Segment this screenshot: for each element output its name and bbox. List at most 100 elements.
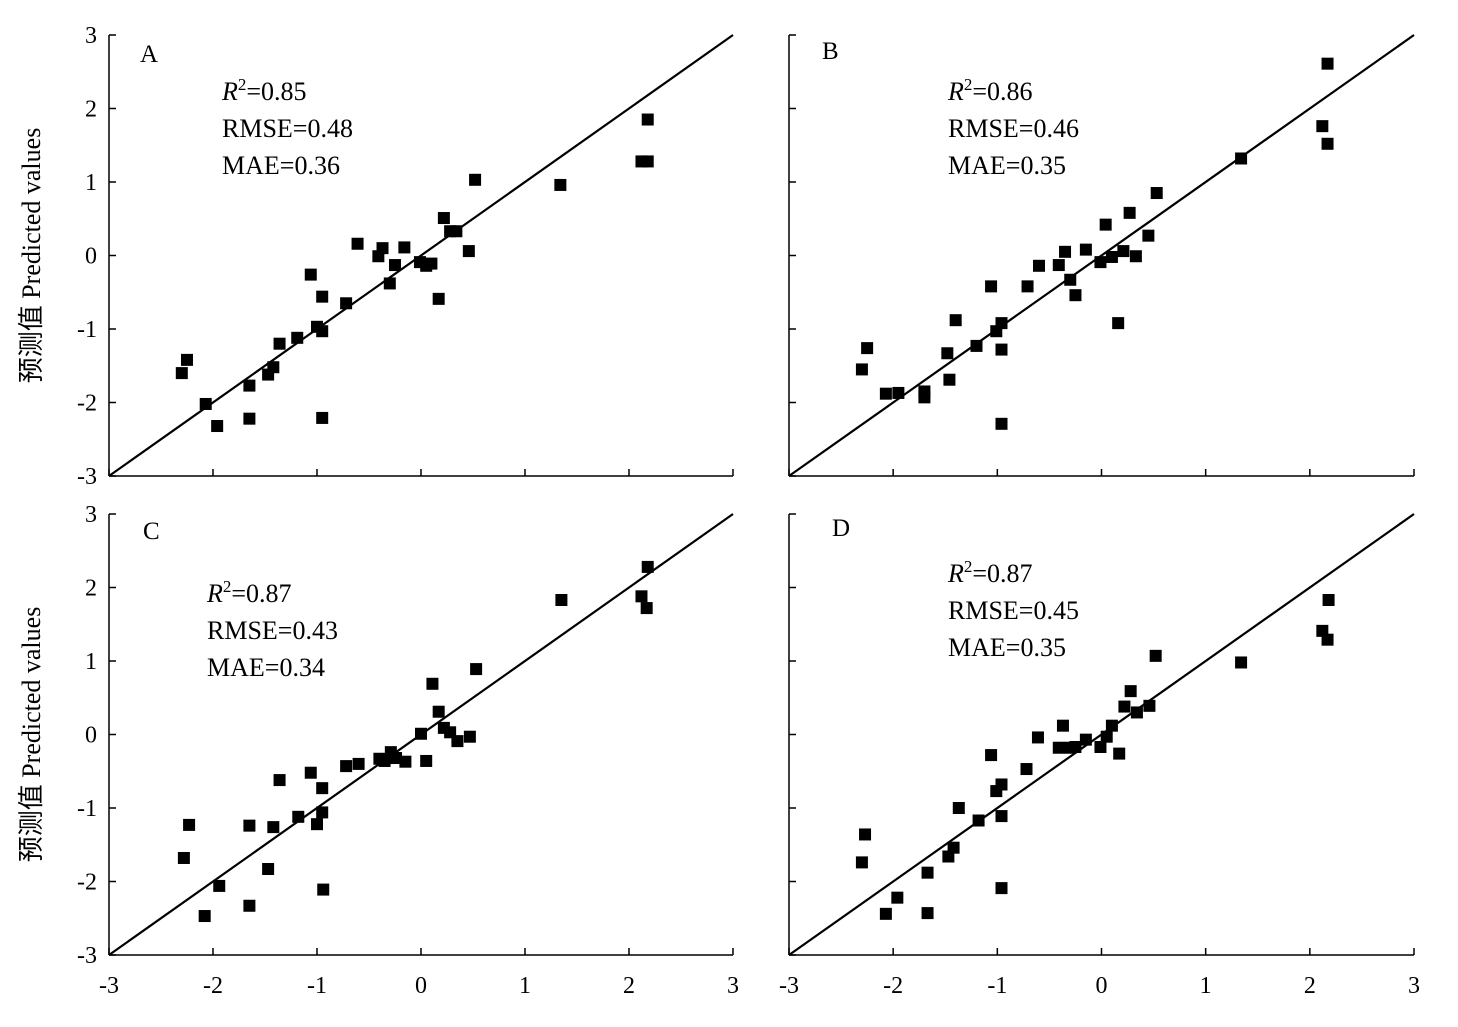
data-point [1052, 259, 1065, 272]
mae-annotation: MAE=0.34 [207, 653, 325, 682]
x-tick-label: -2 [883, 973, 903, 999]
x-tick-label: 2 [623, 973, 635, 999]
x-tick-label: 2 [1304, 973, 1316, 999]
data-point [183, 818, 196, 831]
x-tick-label: -1 [307, 973, 327, 999]
data-point [399, 755, 412, 768]
data-point [1105, 250, 1118, 263]
data-point [340, 297, 353, 310]
data-point [273, 774, 286, 787]
data-point [1064, 273, 1077, 286]
rmse-annotation: RMSE=0.43 [207, 616, 338, 645]
data-point [879, 387, 892, 400]
data-point [292, 810, 305, 823]
data-point [943, 373, 956, 386]
mae-annotation: MAE=0.36 [222, 151, 340, 180]
data-point [351, 237, 364, 250]
data-point [1094, 740, 1107, 753]
panel-letter: B [822, 38, 839, 65]
data-point [177, 851, 190, 864]
data-point [1112, 317, 1125, 330]
y-tick-label: 1 [85, 649, 97, 675]
mae-annotation: MAE=0.35 [948, 633, 1066, 662]
y-axis-label: 预测值 Predicted values [17, 128, 46, 384]
y-tick-label: -3 [77, 464, 97, 490]
data-point [1069, 289, 1082, 302]
data-point [311, 818, 323, 831]
data-point [415, 727, 427, 740]
data-point [432, 705, 445, 718]
data-point [1321, 57, 1334, 70]
data-point [243, 899, 256, 912]
data-point [641, 560, 654, 573]
r2-annotation: R2=0.85 [221, 75, 307, 106]
r2-annotation: R2=0.87 [947, 557, 1033, 588]
data-point [918, 391, 931, 404]
data-point [861, 342, 874, 355]
data-point [1124, 685, 1137, 698]
data-point [243, 819, 256, 832]
data-point [941, 347, 954, 360]
data-point [1130, 706, 1143, 719]
data-point [1118, 700, 1131, 713]
y-tick-label: -1 [77, 796, 97, 822]
data-point [1105, 719, 1118, 732]
data-point [316, 411, 329, 424]
data-point [1056, 719, 1069, 732]
y-tick-label: 0 [85, 244, 97, 270]
r2-value: =0.87 [972, 559, 1032, 588]
x-tick-label: -1 [987, 973, 1007, 999]
r2-symbol: R [221, 77, 238, 106]
data-point [1235, 656, 1248, 669]
data-point [425, 257, 438, 270]
data-point [1123, 206, 1136, 219]
data-point [426, 677, 439, 690]
data-point [450, 225, 463, 238]
data-point [451, 735, 464, 748]
data-point [1033, 259, 1045, 272]
data-point [291, 331, 304, 344]
data-point [1031, 731, 1044, 744]
data-point [995, 317, 1008, 330]
data-point [463, 730, 476, 743]
data-point [198, 910, 211, 923]
panel-letter: C [143, 518, 160, 545]
data-point [1235, 152, 1248, 165]
data-point [420, 754, 433, 767]
r2-symbol: R [947, 77, 964, 106]
data-point [947, 841, 960, 854]
data-point [470, 663, 483, 676]
data-point [262, 863, 275, 876]
data-point [949, 314, 962, 327]
r2-superscript: 2 [964, 557, 973, 576]
data-point [859, 828, 872, 841]
r2-superscript: 2 [964, 75, 973, 94]
data-point [995, 343, 1008, 356]
data-point [1099, 218, 1112, 231]
data-point [1321, 137, 1334, 150]
data-point [640, 602, 653, 615]
r2-value: =0.85 [246, 77, 306, 106]
data-point [891, 891, 904, 904]
reference-line [108, 34, 734, 477]
data-point [1069, 740, 1082, 753]
data-point [372, 250, 385, 263]
x-tick-label: -2 [203, 973, 223, 999]
data-point [389, 259, 401, 272]
reference-line [788, 34, 1415, 477]
data-point [892, 386, 905, 399]
r2-annotation: R2=0.87 [206, 577, 292, 608]
data-point [243, 412, 256, 425]
data-point [398, 241, 411, 254]
x-tick-label: -3 [99, 973, 119, 999]
r2-superscript: 2 [223, 577, 232, 596]
data-point [267, 821, 280, 834]
r2-value: =0.86 [972, 77, 1032, 106]
data-point [316, 290, 329, 303]
rmse-annotation: RMSE=0.45 [948, 596, 1079, 625]
y-tick-label: -3 [77, 943, 97, 969]
data-point [267, 361, 280, 374]
data-point [213, 879, 226, 892]
